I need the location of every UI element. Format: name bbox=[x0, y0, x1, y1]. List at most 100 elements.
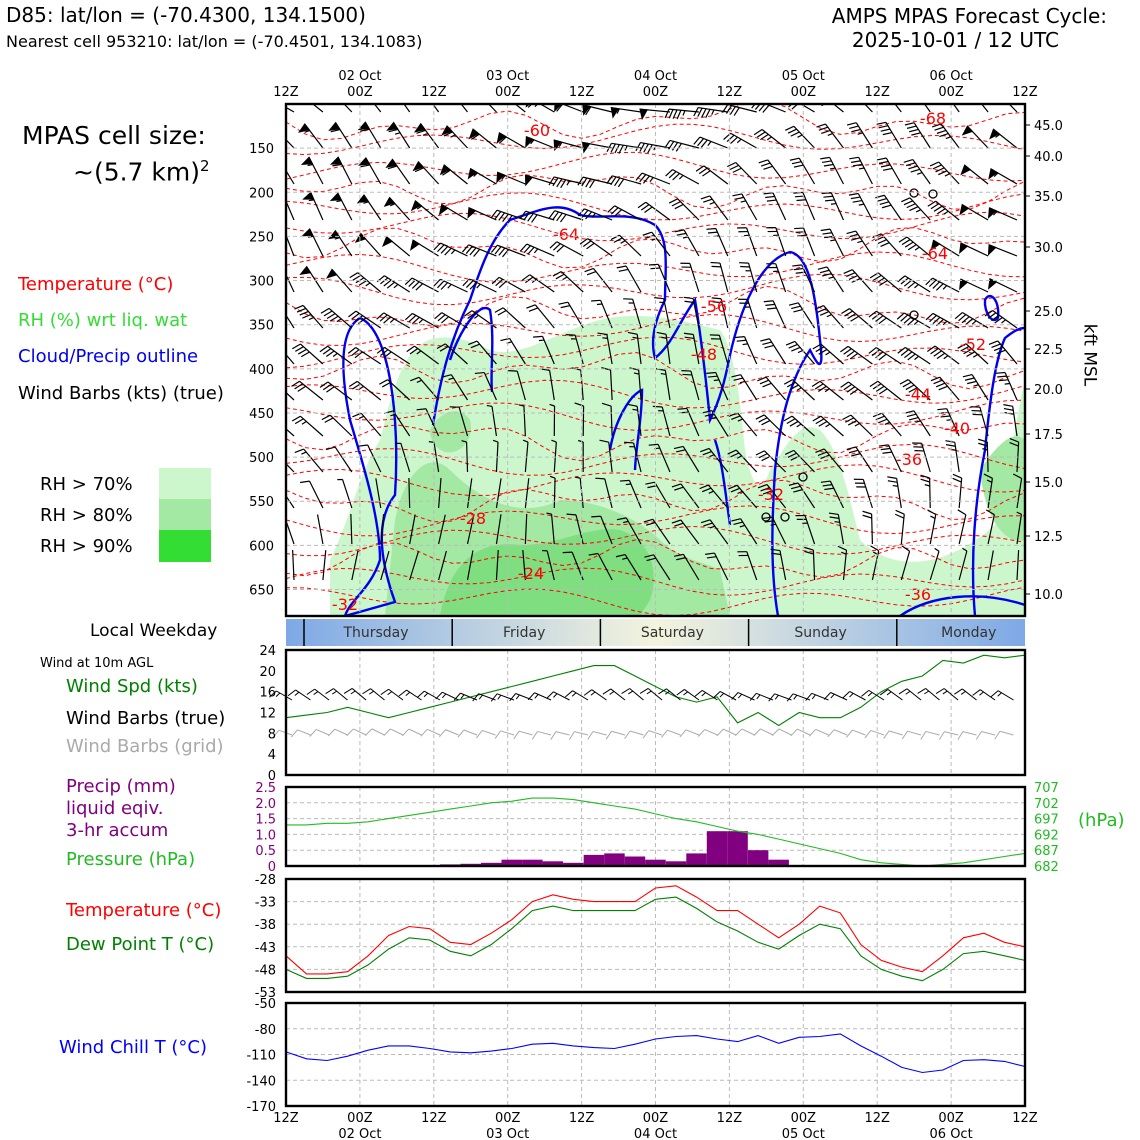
barb-half bbox=[620, 240, 626, 244]
wind-barb bbox=[643, 518, 671, 545]
barb-shaft bbox=[680, 483, 700, 509]
grid-wind-barb bbox=[364, 728, 385, 736]
barb-half bbox=[276, 387, 281, 392]
wind-barb bbox=[466, 550, 474, 581]
barb-full bbox=[702, 451, 712, 456]
pressure-tick-label: 200 bbox=[249, 186, 274, 201]
wind-barb bbox=[846, 122, 873, 149]
barb-full bbox=[497, 309, 507, 316]
barb-shaft bbox=[757, 104, 786, 113]
precip-label-2: liquid eqiv. bbox=[66, 798, 164, 819]
barb-shaft bbox=[384, 346, 411, 365]
barb-full bbox=[840, 345, 849, 353]
barb-half bbox=[387, 691, 393, 696]
rh70-label: RH > 70% bbox=[40, 474, 133, 495]
barb-full bbox=[848, 449, 859, 454]
barb-half bbox=[422, 132, 429, 136]
surface-wind-barb bbox=[917, 688, 940, 701]
barb-full bbox=[938, 170, 948, 176]
wind-barb bbox=[462, 278, 497, 293]
barb-half bbox=[518, 404, 525, 407]
wind-barb bbox=[376, 312, 410, 329]
wind-barb bbox=[582, 104, 613, 116]
wind-barb bbox=[984, 309, 1018, 329]
barb-shaft bbox=[684, 689, 700, 701]
barb-shaft bbox=[771, 516, 787, 545]
barb-shaft bbox=[600, 516, 613, 545]
dewpoint-line bbox=[285, 896, 1026, 982]
precip-bar bbox=[706, 831, 728, 866]
barb-shaft bbox=[1004, 372, 1018, 401]
barb-shaft bbox=[829, 228, 845, 257]
barb-full bbox=[673, 445, 684, 450]
barb-half bbox=[279, 514, 284, 517]
wind-barb bbox=[383, 196, 411, 221]
barb-shaft bbox=[327, 345, 353, 365]
barb-shaft bbox=[690, 370, 700, 401]
barb-full bbox=[874, 236, 885, 242]
wind-barb bbox=[699, 484, 729, 509]
wind-barb bbox=[558, 301, 584, 329]
barb-full bbox=[760, 133, 769, 141]
wind-barb bbox=[737, 227, 758, 257]
barb-shaft bbox=[944, 731, 959, 736]
wind-panel-frame bbox=[284, 648, 1027, 777]
barb-shaft bbox=[355, 310, 382, 329]
barb-full bbox=[907, 244, 917, 251]
top-time-tick-label: 00Z bbox=[347, 85, 373, 100]
wind-speed-tick-label: 12 bbox=[259, 707, 276, 722]
barb-full bbox=[768, 693, 775, 702]
barb-half bbox=[737, 693, 743, 699]
rh80-swatch bbox=[159, 499, 211, 530]
grid-wind-barb bbox=[401, 728, 422, 737]
wind-speed-panel bbox=[268, 648, 1027, 777]
surface-wind-barb bbox=[898, 688, 922, 701]
barb-half bbox=[301, 451, 307, 455]
barb-shaft bbox=[375, 478, 382, 509]
top-time-tick-label: 00Z bbox=[791, 85, 817, 100]
barb-half bbox=[854, 422, 860, 427]
barb-shaft bbox=[820, 343, 844, 365]
barb-full bbox=[906, 125, 917, 129]
barb-shaft bbox=[357, 272, 382, 293]
barb-flag bbox=[286, 227, 287, 236]
barb-full bbox=[966, 351, 976, 357]
barb-full bbox=[849, 125, 859, 129]
barb-full bbox=[416, 408, 427, 411]
barb-full bbox=[408, 314, 417, 323]
barb-full bbox=[736, 339, 747, 342]
barb-full bbox=[842, 691, 851, 699]
barb-full bbox=[525, 276, 534, 284]
barb-full bbox=[829, 516, 840, 519]
barb-full bbox=[585, 178, 592, 188]
barb-half bbox=[1004, 382, 1010, 385]
barb-full bbox=[269, 300, 278, 307]
barb-full bbox=[292, 343, 301, 350]
barb-full bbox=[904, 122, 915, 126]
barb-full bbox=[297, 348, 307, 355]
wind-barb bbox=[616, 517, 642, 545]
temperature-tick-label: -33 bbox=[255, 896, 276, 911]
barb-full bbox=[933, 350, 942, 357]
barb-shaft bbox=[833, 729, 848, 736]
barb-full bbox=[706, 371, 716, 374]
barb-shaft bbox=[830, 192, 845, 221]
barb-shaft bbox=[286, 515, 295, 545]
barb-half bbox=[304, 129, 310, 133]
barb-full bbox=[733, 521, 743, 525]
barb-half bbox=[578, 439, 584, 443]
barb-full bbox=[302, 313, 312, 319]
barb-shaft bbox=[611, 730, 626, 736]
barb-shaft bbox=[476, 340, 497, 365]
barb-full bbox=[519, 210, 527, 220]
barb-full bbox=[765, 195, 775, 199]
wind-barb bbox=[1012, 473, 1023, 509]
wind-barb bbox=[664, 108, 699, 120]
barb-shaft bbox=[829, 157, 845, 185]
barb-shaft bbox=[855, 122, 873, 149]
barb-full bbox=[852, 163, 863, 167]
barb-half bbox=[797, 134, 803, 138]
precip-bar bbox=[768, 859, 789, 866]
barb-full bbox=[753, 728, 761, 736]
wind-barb bbox=[904, 122, 931, 149]
